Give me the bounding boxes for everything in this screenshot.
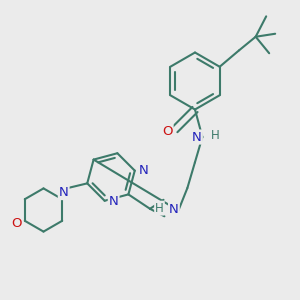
Text: N: N bbox=[109, 195, 118, 208]
Text: N: N bbox=[169, 203, 179, 216]
Text: N: N bbox=[59, 186, 69, 199]
Text: N: N bbox=[192, 130, 202, 143]
Text: N: N bbox=[139, 164, 148, 176]
Text: O: O bbox=[162, 125, 172, 138]
Text: H: H bbox=[155, 202, 164, 214]
Text: O: O bbox=[11, 217, 22, 230]
Text: H: H bbox=[211, 129, 219, 142]
